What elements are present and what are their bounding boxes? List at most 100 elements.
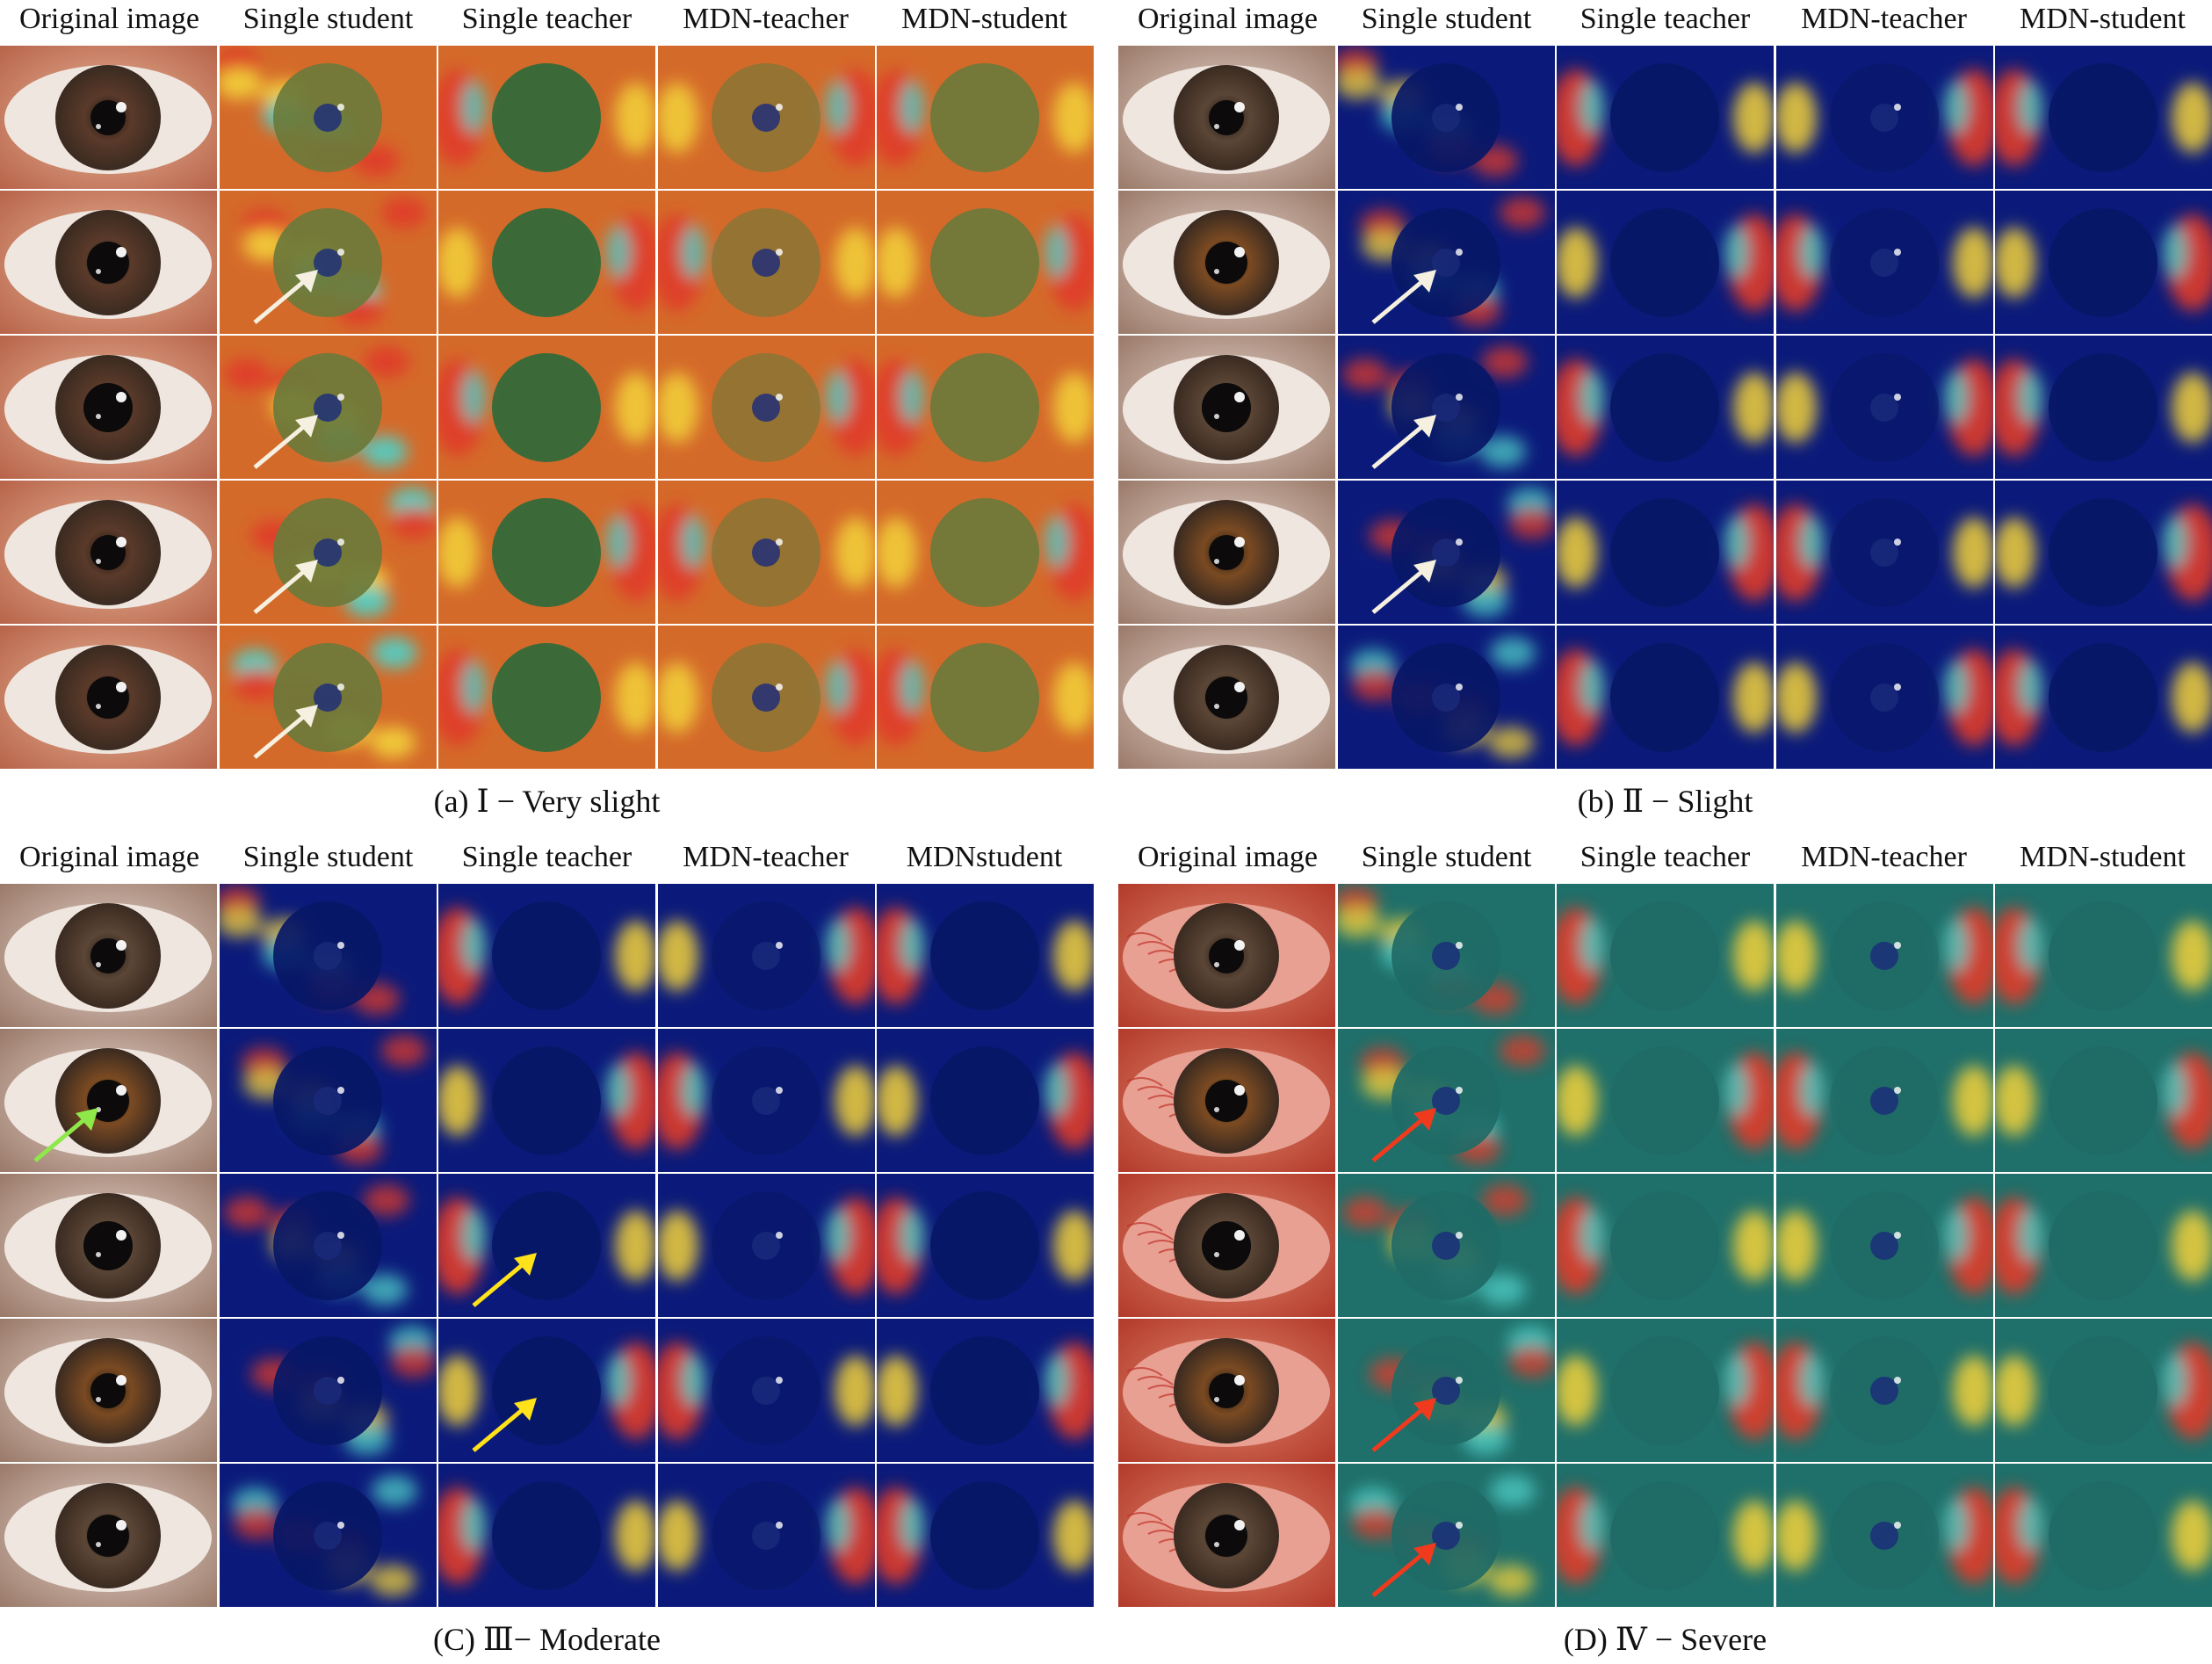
heatmap-image [1995,626,2212,769]
column-header: Single teacher [461,841,633,873]
heatmap-image [1775,1464,1993,1607]
heatmap-image [657,191,875,334]
panel-caption: (D) Ⅳ − Severe [1563,1622,1767,1657]
heatmap-image [877,884,1094,1027]
column-header: Single teacher [1579,3,1751,35]
heatmap-image [219,1464,437,1607]
heatmap-image [438,191,655,334]
heatmap-image [438,626,655,769]
original-eye-image [0,1029,217,1172]
column-header: Original image [19,3,199,35]
original-eye-image [1118,1464,1335,1607]
heatmap-image [877,481,1094,624]
heatmap-image [1337,336,1555,479]
column-header: Single student [242,841,414,873]
column-header: Single teacher [1579,841,1751,873]
original-eye-image [1118,191,1335,334]
column-header: Single teacher [461,3,633,35]
heatmap-image [877,46,1094,189]
heatmap-image [1557,191,1774,334]
column-headers: Original image Single student Single teach… [0,838,1094,884]
heatmap-image [1557,884,1774,1027]
heatmap-image [1775,1029,1993,1172]
heatmap-image [1775,481,1993,624]
heatmap-image [1995,1319,2212,1462]
column-headers: Original image Single student Single teach… [1118,838,2212,884]
panel-caption: (b) Ⅱ − Slight [1577,784,1753,819]
panel-c: Original image Single student Single teach… [0,838,1094,1657]
heatmap-image [219,46,437,189]
heatmap-image [877,1464,1094,1607]
heatmap-image [1557,336,1774,479]
column-header: Original image [1138,3,1318,35]
heatmap-image [877,1029,1094,1172]
heatmap-image [438,481,655,624]
column-header: Single student [1361,3,1532,35]
heatmap-image [657,1319,875,1462]
heatmap-image [1995,481,2212,624]
heatmap-image [657,46,875,189]
heatmap-image [1775,336,1993,479]
original-eye-image [1118,46,1335,189]
heatmap-image [1337,1174,1555,1317]
heatmap-image [657,1029,875,1172]
panel-caption: (C) Ⅲ− Moderate [433,1622,661,1657]
heatmap-image [1337,1029,1555,1172]
heatmap-image [877,1174,1094,1317]
original-eye-image [0,336,217,479]
heatmap-image [1337,1464,1555,1607]
panel-d: Original image Single student Single teach… [1118,838,2212,1657]
heatmap-image [657,884,875,1027]
panel-caption: (a) Ⅰ − Very slight [433,784,661,819]
heatmap-image [1995,1464,2212,1607]
original-eye-image [1118,481,1335,624]
heatmap-image [877,191,1094,334]
annotation-arrow [1370,415,1436,469]
annotation-arrow [252,560,318,614]
annotation-arrow [1370,270,1436,324]
heatmap-image [1557,481,1774,624]
annotation-arrow [1370,560,1436,614]
column-header: MDN-teacher [1801,841,1967,873]
original-eye-image [1118,336,1335,479]
column-header: MDNstudent [906,841,1063,873]
heatmap-image [877,336,1094,479]
column-headers: Original image Single student Single teach… [1118,0,2212,46]
column-headers: Original image Single student Single teach… [0,0,1094,46]
heatmap-image [1775,626,1993,769]
annotation-arrow [1370,1108,1436,1162]
column-header: Single student [242,3,414,35]
original-eye-image [1118,1029,1335,1172]
original-eye-image [0,1464,217,1607]
original-eye-image [1118,884,1335,1027]
heatmap-image [438,1029,655,1172]
heatmap-image [1995,1174,2212,1317]
heatmap-image [1775,884,1993,1027]
annotation-arrow [472,1253,537,1307]
heatmap-image [219,1174,437,1317]
heatmap-image [657,626,875,769]
heatmap-image [1337,481,1555,624]
heatmap-image [1775,1319,1993,1462]
heatmap-image [1557,1464,1774,1607]
panel-a: Original image Single student Single teach… [0,0,1094,819]
panel-b: Original image Single student Single teach… [1118,0,2212,819]
original-eye-image [0,626,217,769]
annotation-arrow [252,415,318,469]
column-header: MDN-student [901,3,1067,35]
image-grid [0,884,1094,1609]
heatmap-image [1557,626,1774,769]
heatmap-image [219,481,437,624]
heatmap-image [657,1464,875,1607]
heatmap-image [877,626,1094,769]
heatmap-image [1337,46,1555,189]
annotation-arrow [472,1398,537,1452]
original-eye-image [1118,626,1335,769]
heatmap-image [219,191,437,334]
heatmap-image [219,336,437,479]
image-grid [1118,46,2212,771]
heatmap-image [1995,336,2212,479]
heatmap-image [438,1174,655,1317]
heatmap-image [1337,191,1555,334]
original-eye-image [1118,1174,1335,1317]
